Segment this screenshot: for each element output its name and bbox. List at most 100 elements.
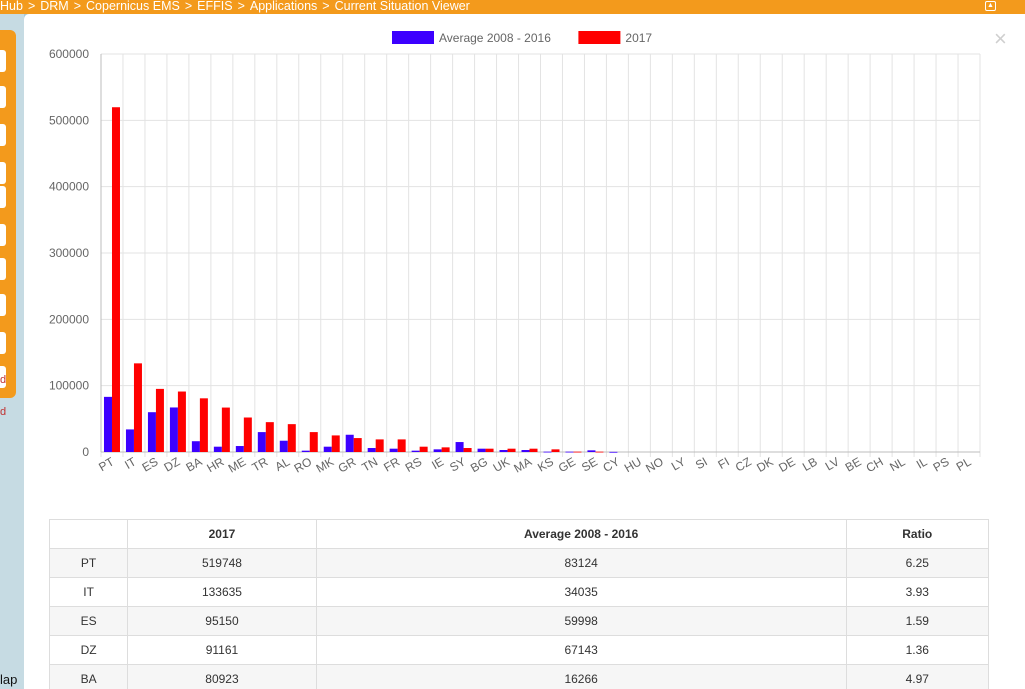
- map-toolbar: [0, 30, 16, 398]
- table-column-header[interactable]: 2017: [127, 519, 317, 549]
- table-cell: 59998: [315, 606, 847, 636]
- bar-2017: [111, 107, 120, 452]
- breadcrumb-item-applications[interactable]: Applications: [249, 0, 318, 13]
- bar-average: [609, 451, 618, 453]
- table-cell: 4.97: [845, 664, 990, 689]
- bar-average: [367, 448, 376, 452]
- data-table: 2017 Average 2008 - 2016 Ratio PT 519748 831…: [48, 519, 990, 689]
- map-label: d: [0, 406, 7, 418]
- toolbar-button[interactable]: [0, 50, 6, 72]
- x-tick-label: SI: [693, 454, 710, 472]
- table-cell: 1.59: [845, 606, 990, 636]
- bar-2017: [177, 391, 186, 452]
- toolbar-button[interactable]: [0, 332, 6, 354]
- table-cell: 133635: [127, 577, 317, 607]
- bar-average: [103, 396, 112, 452]
- table-row: IT 133635 34035 3.93: [48, 577, 990, 607]
- x-tick-label: RS: [403, 454, 424, 474]
- table-column-header[interactable]: Ratio: [845, 519, 990, 549]
- table-header-row: 2017 Average 2008 - 2016 Ratio: [48, 519, 990, 549]
- bar-average: [499, 450, 508, 452]
- bar-average: [191, 441, 200, 452]
- x-tick-label: ES: [140, 454, 161, 474]
- bar-2017: [397, 439, 406, 452]
- x-tick-label: PS: [931, 454, 952, 474]
- breadcrumb-separator: >: [184, 0, 193, 13]
- bar-2017: [463, 448, 472, 452]
- x-tick-label: BA: [184, 454, 205, 474]
- bar-average: [301, 450, 310, 452]
- breadcrumb: Hub > DRM > Copernicus EMS > EFFIS > Application…: [0, 0, 470, 13]
- bar-chart: 0 100000 200000 300000 400000 500000 600000 PT I…: [49, 31, 981, 476]
- toolbar-button[interactable]: [0, 162, 6, 184]
- x-tick-label: SY: [447, 454, 468, 474]
- table-row: ES 95150 59998 1.59: [48, 606, 990, 636]
- bar-average: [235, 446, 244, 452]
- toolbar-button[interactable]: [0, 186, 6, 208]
- bar-average: [257, 432, 266, 452]
- toolbar-button[interactable]: [0, 124, 6, 146]
- table-cell: 519748: [127, 548, 317, 578]
- breadcrumb-item-effis[interactable]: EFFIS: [197, 0, 233, 13]
- toolbar-button[interactable]: [0, 366, 6, 388]
- breadcrumb-item-drm[interactable]: DRM: [40, 0, 69, 13]
- x-tick-label: GE: [556, 454, 578, 475]
- maximize-icon[interactable]: ▲: [985, 1, 996, 11]
- table-cell: PT: [48, 548, 129, 578]
- x-tick-label: IL: [914, 454, 930, 471]
- bar-2017: [221, 407, 230, 452]
- bar-2017: [507, 448, 516, 452]
- toolbar-button[interactable]: [0, 86, 6, 108]
- x-tick-label: DK: [754, 454, 775, 474]
- x-tick-label: FR: [381, 454, 402, 474]
- bar-2017: [287, 424, 296, 452]
- bar-average: [543, 451, 552, 453]
- table-cell: ES: [48, 606, 129, 636]
- bar-2017: [331, 435, 340, 452]
- x-tick-label: MK: [314, 454, 337, 475]
- bar-2017: [441, 447, 450, 452]
- bar-2017: [133, 363, 142, 452]
- table-cell: 1.36: [845, 635, 990, 665]
- bar-average: [433, 449, 442, 452]
- bar-2017: [419, 446, 428, 452]
- x-tick-label: PL: [954, 454, 974, 474]
- bar-2017: [199, 398, 208, 452]
- breadcrumb-separator: >: [322, 0, 330, 13]
- x-tick-label: ME: [226, 454, 249, 475]
- breadcrumb-separator: >: [73, 0, 82, 13]
- bar-average: [345, 434, 354, 452]
- y-tick-label: 300000: [49, 246, 89, 260]
- toolbar-button[interactable]: [0, 258, 6, 280]
- bar-average: [521, 450, 530, 452]
- bar-2017: [573, 451, 582, 453]
- toolbar-button[interactable]: [0, 224, 6, 246]
- close-icon[interactable]: ×: [994, 26, 1007, 51]
- x-tick-label: KS: [535, 454, 556, 474]
- table-cell: DZ: [48, 635, 129, 665]
- bar-2017: [353, 438, 362, 452]
- breadcrumb-separator: >: [27, 0, 36, 13]
- toolbar-button[interactable]: [0, 294, 6, 316]
- legend-swatch: [578, 31, 621, 44]
- table-row: DZ 91161 67143 1.36: [48, 635, 990, 665]
- bar-2017: [309, 432, 318, 452]
- x-tick-label: BE: [843, 454, 864, 474]
- breadcrumb-item-hub[interactable]: Hub: [0, 0, 23, 13]
- table-column-header[interactable]: Average 2008 - 2016: [315, 519, 847, 549]
- breadcrumb-item-copernicus[interactable]: Copernicus EMS: [86, 0, 180, 13]
- table-column-header[interactable]: [48, 519, 129, 549]
- table-cell: IT: [48, 577, 129, 607]
- bar-average: [323, 446, 332, 452]
- table-cell: 95150: [127, 606, 317, 636]
- x-tick-label: SE: [579, 454, 600, 474]
- x-tick-label: LY: [669, 454, 688, 473]
- x-tick-label: NL: [887, 454, 908, 474]
- x-tick-label: LV: [823, 454, 842, 473]
- x-tick-label: CZ: [733, 454, 754, 474]
- x-tick-label: CY: [600, 454, 621, 474]
- map-label: d: [0, 374, 7, 386]
- x-tick-label: CH: [864, 454, 886, 475]
- bar-2017: [243, 417, 252, 452]
- x-tick-label: DE: [776, 454, 797, 474]
